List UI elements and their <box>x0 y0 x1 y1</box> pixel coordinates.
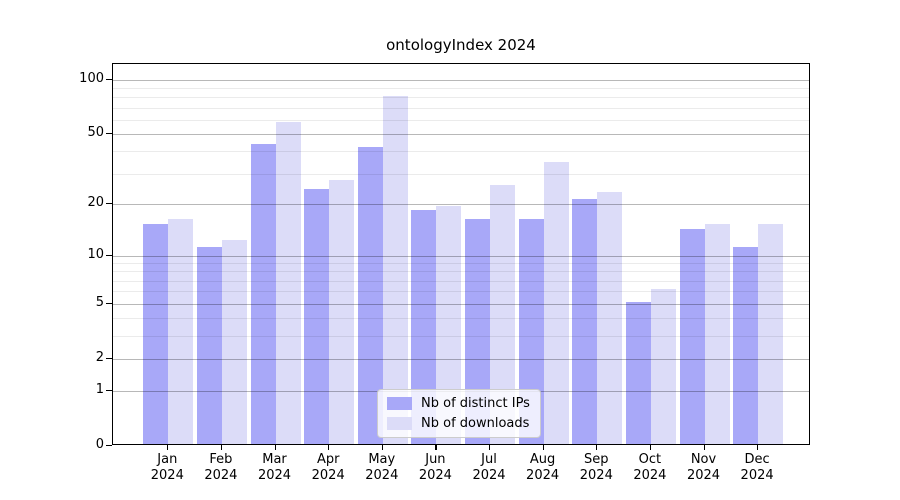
y-tick-label-100: 100 <box>79 70 104 86</box>
x-tick-label-dec: Dec 2024 <box>740 452 774 483</box>
x-tick-mark-may <box>381 444 383 450</box>
y-tick-label-1: 1 <box>95 381 104 397</box>
x-tick-label-aug: Aug 2024 <box>526 452 560 483</box>
x-tick-label-may: May 2024 <box>365 452 399 483</box>
x-tick-label-mar: Mar 2024 <box>257 452 292 483</box>
x-tick-mark-jan <box>167 444 169 450</box>
bar-distinct-ips-nov <box>679 229 705 444</box>
x-tick-label-jan: Jan 2024 <box>150 452 184 483</box>
legend-label-downloads: Nb of downloads <box>421 416 530 431</box>
x-tick-mark-jun <box>435 444 437 450</box>
y-tick-label-5: 5 <box>95 294 104 310</box>
legend-item-downloads: Nb of downloads <box>387 416 530 431</box>
bar-distinct-ips-jan <box>143 223 169 444</box>
bar-downloads-jan <box>168 219 194 444</box>
bar-downloads-oct <box>650 289 676 444</box>
bar-distinct-ips-feb <box>196 246 222 444</box>
x-tick-label-jul: Jul 2024 <box>472 452 506 483</box>
y-tick-label-0: 0 <box>95 436 104 452</box>
y-tick-mark-100 <box>106 78 112 81</box>
bar-downloads-apr <box>329 179 355 444</box>
legend-item-distinct-ips: Nb of distinct IPs <box>387 396 530 411</box>
x-tick-mark-aug <box>542 444 544 450</box>
bar-distinct-ips-mar <box>250 143 276 444</box>
bar-downloads-feb <box>221 240 247 444</box>
y-tick-mark-5 <box>106 302 112 304</box>
bar-distinct-ips-apr <box>304 188 330 444</box>
bar-distinct-ips-dec <box>733 246 759 444</box>
bar-downloads-dec <box>758 223 784 444</box>
x-tick-mark-oct <box>649 444 652 450</box>
x-tick-mark-sep <box>596 444 598 450</box>
x-tick-label-nov: Nov 2024 <box>686 452 721 483</box>
x-tick-mark-feb <box>220 444 223 450</box>
bar-downloads-may <box>382 96 408 444</box>
x-tick-label-feb: Feb 2024 <box>204 452 238 483</box>
y-tick-mark-50 <box>106 133 112 135</box>
y-tick-mark-1 <box>106 389 112 391</box>
y-tick-label-10: 10 <box>87 246 104 262</box>
x-tick-mark-nov <box>703 444 705 450</box>
x-tick-label-oct: Oct 2024 <box>633 452 667 483</box>
chart-title: ontologyIndex 2024 <box>386 36 536 54</box>
bars-layer <box>113 64 809 444</box>
x-tick-mark-jul <box>489 444 491 450</box>
bar-downloads-mar <box>275 121 301 444</box>
x-tick-label-sep: Sep 2024 <box>579 452 613 483</box>
y-tick-mark-10 <box>106 254 112 256</box>
y-tick-label-20: 20 <box>87 195 104 211</box>
x-tick-mark-mar <box>274 444 276 450</box>
legend-swatch-distinct-ips <box>387 397 412 410</box>
x-tick-mark-dec <box>757 444 759 450</box>
plot-area <box>112 63 810 445</box>
y-tick-label-50: 50 <box>87 125 104 140</box>
legend: Nb of distinct IPs Nb of downloads <box>377 389 541 438</box>
y-tick-mark-20 <box>106 203 112 205</box>
legend-label-distinct-ips: Nb of distinct IPs <box>421 396 530 411</box>
y-tick-mark-0 <box>106 444 112 446</box>
bar-distinct-ips-oct <box>625 301 651 444</box>
bar-distinct-ips-sep <box>572 198 598 444</box>
x-tick-label-apr: Apr 2024 <box>311 452 345 483</box>
x-tick-mark-apr <box>328 444 330 450</box>
bar-downloads-nov <box>704 223 730 444</box>
bar-downloads-sep <box>597 191 623 444</box>
legend-swatch-downloads <box>387 417 412 430</box>
x-tick-label-jun: Jun 2024 <box>418 452 452 483</box>
y-tick-mark-2 <box>106 357 112 359</box>
bar-downloads-aug <box>543 161 569 444</box>
y-tick-label-2: 2 <box>95 349 104 365</box>
